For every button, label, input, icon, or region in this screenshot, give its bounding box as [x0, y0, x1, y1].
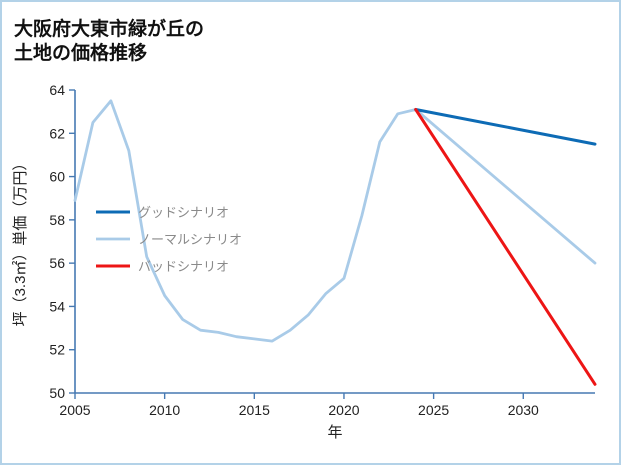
- legend-label-0: グッドシナリオ: [138, 205, 229, 220]
- series-line-1: [73, 99, 597, 343]
- y-tick-label: 64: [49, 82, 65, 98]
- y-tick-label: 56: [49, 255, 65, 271]
- y-tick-label: 62: [49, 125, 65, 141]
- x-tick-label: 2015: [239, 402, 270, 418]
- y-axis-label: 坪（3.3㎡）単価（万円）: [12, 156, 29, 327]
- chart-title-line2: 土地の価格推移: [14, 41, 147, 64]
- y-tick-label: 50: [49, 385, 65, 401]
- legend-label-2: バッドシナリオ: [138, 259, 229, 274]
- x-tick-label: 2030: [508, 402, 539, 418]
- x-tick-label: 2010: [149, 402, 180, 418]
- series-line-2: [414, 108, 597, 386]
- x-tick-label: 2025: [418, 402, 449, 418]
- x-tick-label: 2020: [328, 402, 359, 418]
- plot-area: 50 52 54 56 58 60 62 64 2005 2010 2015 2020 2025 2030…: [49, 82, 597, 418]
- y-tick-label: 58: [49, 212, 65, 228]
- chart-title-line1: 大阪府大東市緑が丘の: [14, 17, 204, 40]
- y-tick-label: 54: [49, 298, 65, 314]
- y-tick-label: 52: [49, 342, 65, 358]
- x-axis-label: 年: [327, 424, 342, 441]
- y-tick-label: 60: [49, 169, 65, 185]
- series-line-0: [414, 108, 597, 146]
- x-tick-label: 2005: [59, 402, 90, 418]
- legend-label-1: ノーマルシナリオ: [138, 232, 242, 247]
